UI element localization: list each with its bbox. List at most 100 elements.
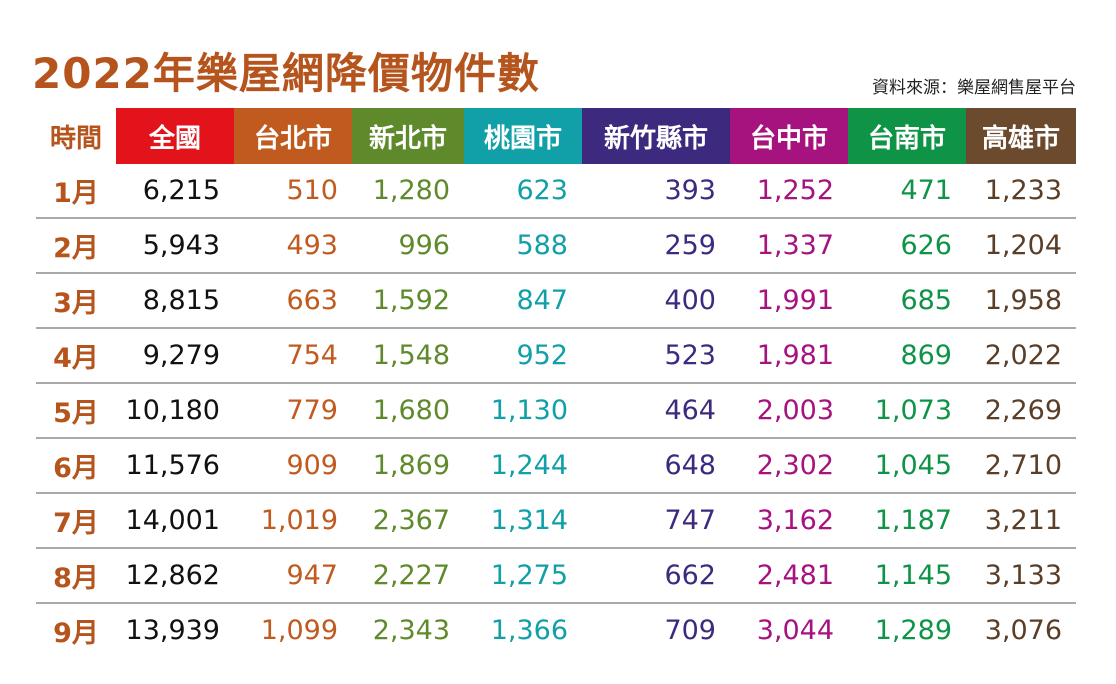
data-cell: 1,592 <box>352 273 464 329</box>
data-cell: 2,481 <box>730 548 848 604</box>
data-cell: 623 <box>464 164 582 219</box>
data-cell: 909 <box>234 438 352 494</box>
table-row: 4月 9,279 754 1,548 952 523 1,981 869 2,022 <box>36 328 1076 384</box>
data-cell: 2,022 <box>966 328 1076 384</box>
data-cell: 1,073 <box>848 383 966 439</box>
table-row: 7月 14,001 1,019 2,367 1,314 747 3,162 1,187 3,21… <box>36 493 1076 549</box>
data-cell: 996 <box>352 218 464 274</box>
data-cell: 747 <box>582 493 730 549</box>
data-cell: 1,204 <box>966 218 1076 274</box>
data-cell: 2,227 <box>352 548 464 604</box>
header-row: 時間 全國 台北市 新北市 桃園市 新竹縣市 台中市 台南市 高雄市 <box>36 108 1076 164</box>
data-cell: 14,001 <box>116 493 234 549</box>
data-cell: 2,003 <box>730 383 848 439</box>
header-time: 時間 <box>36 108 116 164</box>
data-cell: 3,076 <box>984 615 1062 646</box>
table-row: 9月 13,939 1,099 2,343 1,366 709 3,044 1,289 3,07… <box>36 603 1076 657</box>
data-cell: 1,130 <box>464 383 582 439</box>
data-cell: 1,337 <box>730 218 848 274</box>
data-cell: 1,991 <box>730 273 848 329</box>
data-cell: 1,366 <box>490 615 568 646</box>
data-cell: 1,252 <box>730 164 848 219</box>
data-cell: 626 <box>848 218 966 274</box>
data-cell: 588 <box>464 218 582 274</box>
data-cell: 393 <box>582 164 730 219</box>
header-col-6: 台南市 <box>848 108 966 164</box>
data-cell: 400 <box>582 273 730 329</box>
data-cell: 1,145 <box>848 548 966 604</box>
data-cell: 1,869 <box>352 438 464 494</box>
data-cell: 947 <box>234 548 352 604</box>
data-cell: 1,680 <box>352 383 464 439</box>
data-cell: 3,162 <box>730 493 848 549</box>
header-col-3: 桃園市 <box>464 108 582 164</box>
data-cell: 464 <box>582 383 730 439</box>
data-cell: 869 <box>848 328 966 384</box>
data-cell: 1,045 <box>848 438 966 494</box>
month-label: 7月 <box>36 493 116 549</box>
header-col-5: 台中市 <box>730 108 848 164</box>
month-label: 2月 <box>36 218 116 274</box>
data-cell: 779 <box>234 383 352 439</box>
data-cell: 685 <box>848 273 966 329</box>
table-row: 1月 6,215 510 1,280 623 393 1,252 471 1,233 <box>36 164 1076 219</box>
data-cell: 1,099 <box>260 615 338 646</box>
month-label: 6月 <box>36 438 116 494</box>
header-col-7: 高雄市 <box>966 108 1076 164</box>
data-cell: 2,367 <box>352 493 464 549</box>
month-label: 1月 <box>36 164 116 219</box>
data-cell: 3,044 <box>756 615 834 646</box>
data-cell: 1,019 <box>234 493 352 549</box>
data-cell: 648 <box>582 438 730 494</box>
data-cell: 2,343 <box>372 615 450 646</box>
table-row: 5月 10,180 779 1,680 1,130 464 2,003 1,073 2,269 <box>36 383 1076 439</box>
month-label: 8月 <box>36 548 116 604</box>
header-col-2: 新北市 <box>352 108 464 164</box>
data-cell: 1,548 <box>352 328 464 384</box>
data-cell: 3,133 <box>966 548 1076 604</box>
month-label: 5月 <box>36 383 116 439</box>
data-cell: 493 <box>234 218 352 274</box>
header-col-4: 新竹縣市 <box>582 108 730 164</box>
table-row: 2月 5,943 493 996 588 259 1,337 626 1,204 <box>36 218 1076 274</box>
data-cell: 1,981 <box>730 328 848 384</box>
data-cell: 9,279 <box>116 328 234 384</box>
data-cell: 1,233 <box>966 164 1076 219</box>
data-cell: 12,862 <box>116 548 234 604</box>
data-cell: 13,939 <box>125 615 220 646</box>
data-table: 時間 全國 台北市 新北市 桃園市 新竹縣市 台中市 台南市 高雄市 1月 6,215 510 1,… <box>36 108 1076 657</box>
data-cell: 259 <box>582 218 730 274</box>
data-cell: 8,815 <box>116 273 234 329</box>
data-cell: 1,244 <box>464 438 582 494</box>
data-cell: 952 <box>464 328 582 384</box>
data-cell: 5,943 <box>116 218 234 274</box>
header-col-0: 全國 <box>116 108 234 164</box>
table-row: 6月 11,576 909 1,869 1,244 648 2,302 1,045 2,710 <box>36 438 1076 494</box>
header-col-1: 台北市 <box>234 108 352 164</box>
data-cell: 1,289 <box>874 615 952 646</box>
data-cell: 471 <box>848 164 966 219</box>
data-cell: 1,280 <box>352 164 464 219</box>
data-cell: 1,314 <box>464 493 582 549</box>
month-label: 9月 <box>53 618 99 649</box>
source-note: 資料來源：樂屋網售屋平台 <box>872 78 1076 98</box>
month-label: 3月 <box>36 273 116 329</box>
data-cell: 6,215 <box>116 164 234 219</box>
data-cell: 3,211 <box>966 493 1076 549</box>
data-cell: 709 <box>664 615 716 646</box>
data-cell: 1,275 <box>464 548 582 604</box>
data-cell: 663 <box>234 273 352 329</box>
data-cell: 662 <box>582 548 730 604</box>
data-cell: 847 <box>464 273 582 329</box>
data-cell: 1,187 <box>848 493 966 549</box>
data-cell: 2,302 <box>730 438 848 494</box>
month-label: 4月 <box>36 328 116 384</box>
chart-title: 2022年樂屋網降價物件數 <box>32 49 540 98</box>
data-cell: 11,576 <box>116 438 234 494</box>
table-row: 8月 12,862 947 2,227 1,275 662 2,481 1,145 3,133 <box>36 548 1076 604</box>
data-cell: 523 <box>582 328 730 384</box>
data-cell: 2,269 <box>966 383 1076 439</box>
table-row: 3月 8,815 663 1,592 847 400 1,991 685 1,958 <box>36 273 1076 329</box>
data-cell: 510 <box>234 164 352 219</box>
data-cell: 1,958 <box>966 273 1076 329</box>
